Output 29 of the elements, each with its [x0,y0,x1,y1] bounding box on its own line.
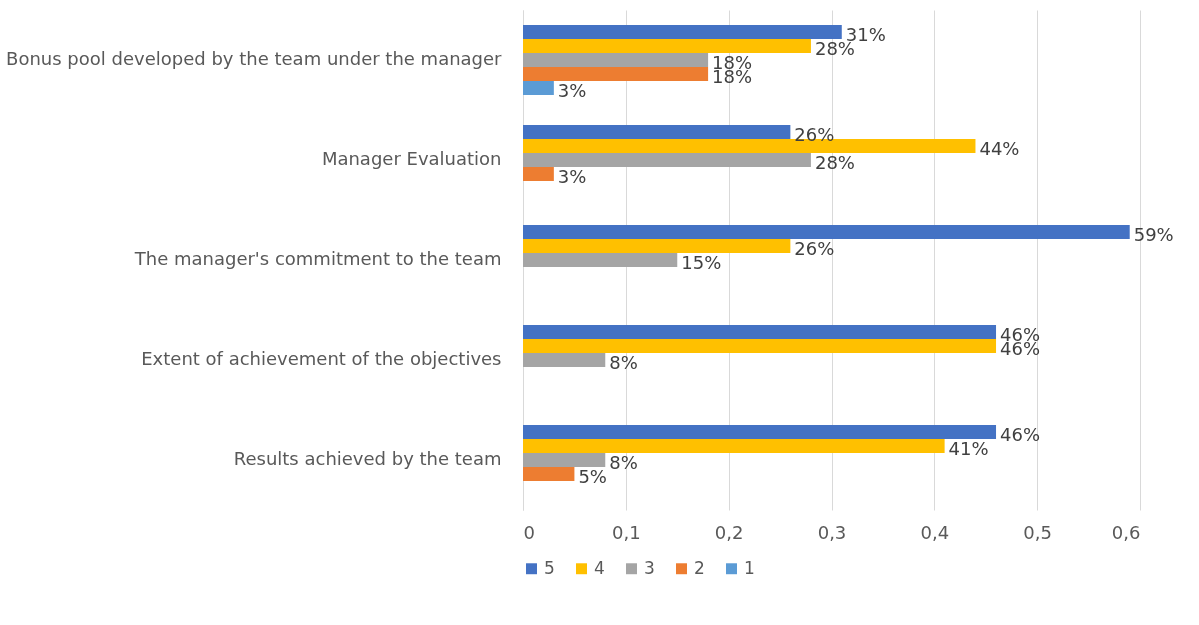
x-tick-label: 0,1 [612,521,641,543]
y-tick-label: Bonus pool developed by the team under the manager [6,48,503,69]
data-label: 15% [681,252,722,273]
x-tick-label: 0,6 [1111,521,1141,543]
y-tick-label: Extent of achievement of the objectives [141,348,502,369]
legend-label: 2 [694,557,705,578]
x-tick-label: 0,5 [1023,521,1052,543]
legend-label: 4 [594,557,605,578]
y-tick-label: Results achieved by the team [233,448,502,469]
data-label: 44% [979,138,1020,159]
legend-label: 3 [644,557,655,578]
data-label: 8% [609,452,638,473]
legend-label: 5 [544,557,555,578]
data-label: 3% [557,166,587,187]
x-tick-label: 0 [523,521,535,543]
data-label: 8% [609,352,638,373]
x-tick-label: 0,3 [817,521,847,543]
x-tick-label: 0,2 [714,521,744,543]
x-tick-label: 0,4 [920,521,950,543]
data-label: 3% [557,80,587,101]
data-label: 59% [1133,224,1174,245]
data-label: 5% [578,466,607,487]
data-label: 46% [1000,424,1041,445]
data-label: 28% [814,152,855,173]
y-tick-label: The manager's commitment to the team [133,248,502,269]
legend-label: 1 [744,557,755,578]
data-label: 26% [794,238,835,259]
y-tick-label: Manager Evaluation [321,148,502,169]
data-label: 41% [948,438,989,459]
